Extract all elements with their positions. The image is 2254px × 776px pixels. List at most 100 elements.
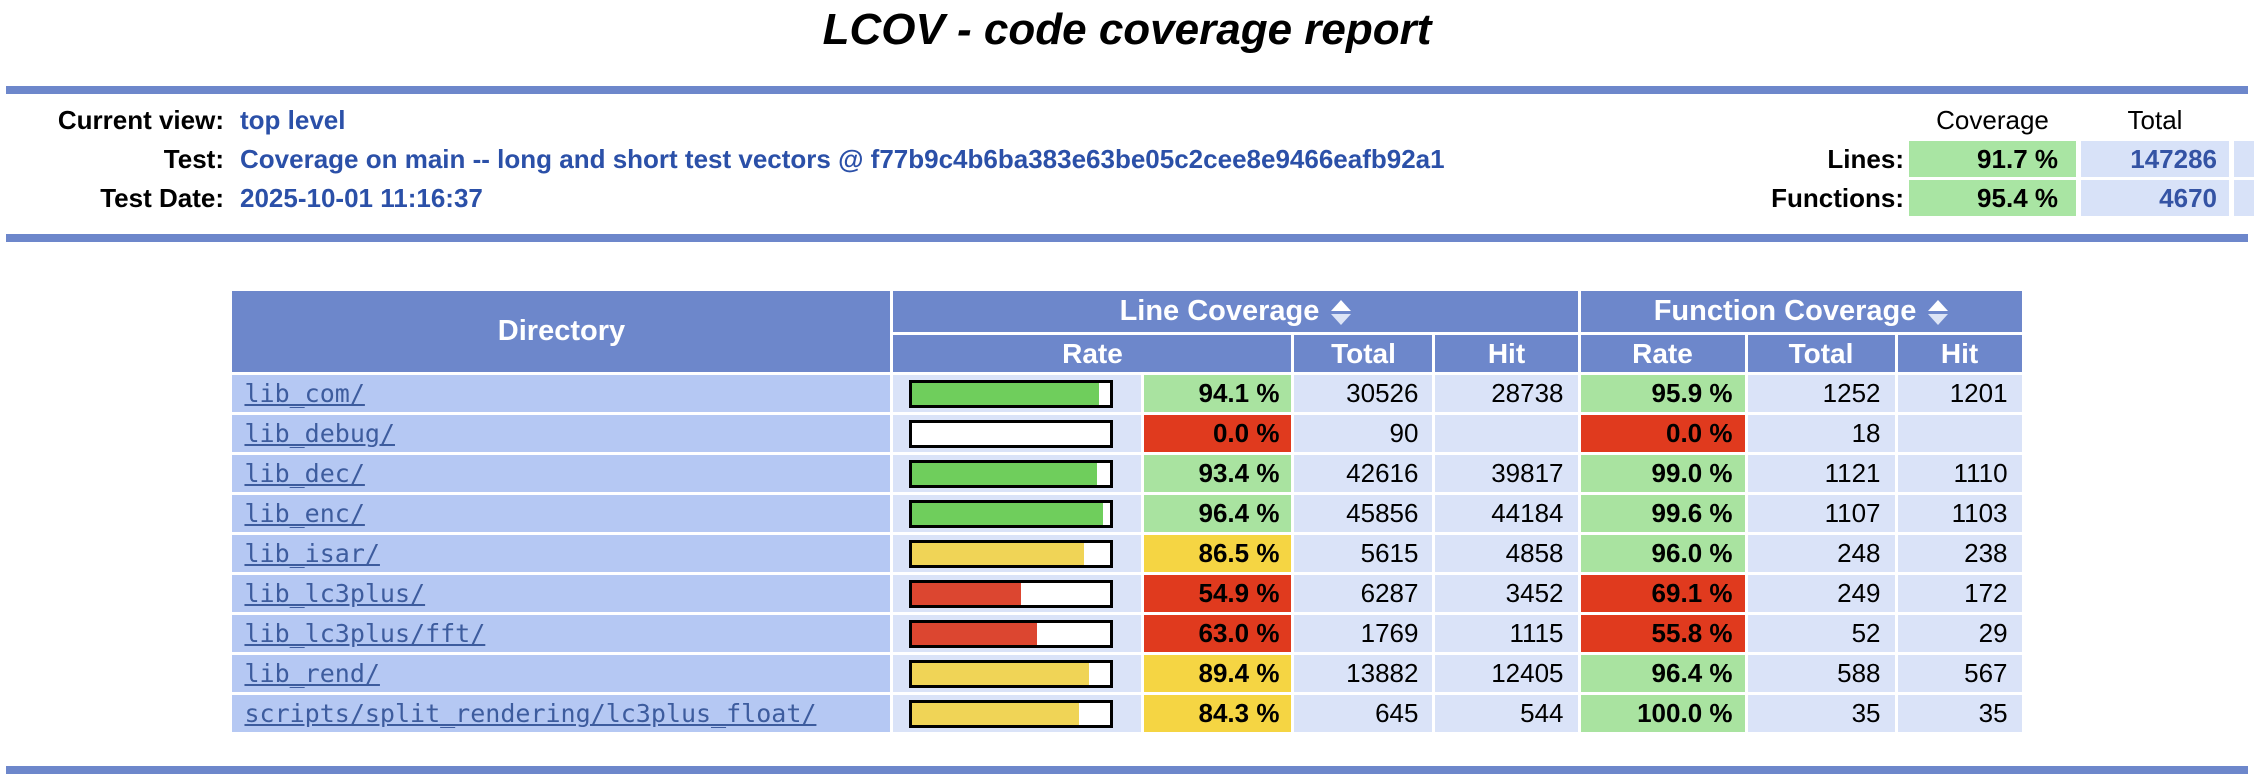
line-coverage-bar-cell — [893, 495, 1142, 532]
coverage-column-header: Coverage — [1936, 104, 2049, 135]
header-fields: Current view: top level Test: Coverage o… — [0, 102, 1445, 216]
directory-cell: lib_lc3plus/ — [232, 575, 891, 612]
function-rate-cell: 99.0 % — [1580, 455, 1745, 492]
coverage-bar-fill — [912, 662, 1090, 685]
coverage-bar-fill — [912, 382, 1099, 405]
coverage-bar — [909, 379, 1114, 408]
lines-hit-cell-cutoff — [2234, 141, 2254, 177]
lines-coverage-value: 91.7 % — [1909, 141, 2076, 177]
functions-hit-cell-cutoff — [2234, 180, 2254, 216]
spacer — [2234, 102, 2254, 138]
function-total-cell: 1107 — [1747, 495, 1895, 532]
directory-link[interactable]: scripts/split_rendering/lc3plus_float/ — [244, 699, 817, 728]
total-column-header: Total — [2127, 104, 2183, 135]
directory-link[interactable]: lib_enc/ — [244, 499, 365, 528]
coverage-bar-fill — [912, 462, 1098, 485]
directory-link[interactable]: lib_isar/ — [244, 539, 380, 568]
function-total-cell: 1252 — [1747, 375, 1895, 412]
line-hit-cell: 3452 — [1435, 575, 1578, 612]
line-coverage-bar-cell — [893, 575, 1142, 612]
directory-link[interactable]: lib_lc3plus/ — [244, 579, 426, 608]
directory-cell: lib_debug/ — [232, 415, 891, 452]
function-hit-cell: 35 — [1897, 695, 2022, 732]
current-view-value: top level — [240, 104, 346, 135]
coverage-bar-fill — [912, 502, 1104, 525]
line-rate-cell: 63.0 % — [1144, 615, 1292, 652]
function-rate-cell: 100.0 % — [1580, 695, 1745, 732]
test-label: Test: — [163, 143, 224, 174]
function-rate-cell: 99.6 % — [1580, 495, 1745, 532]
lines-label: Lines: — [1827, 143, 1904, 174]
header-metrics: Coverage Total Lines: 91.7 % 147286 Func… — [1728, 102, 2254, 216]
function-rate-cell: 96.4 % — [1580, 655, 1745, 692]
lines-total-value: 147286 — [2081, 141, 2229, 177]
line-coverage-bar-cell — [893, 655, 1142, 692]
line-hit-cell: 12405 — [1435, 655, 1578, 692]
function-hit-cell: 1110 — [1897, 455, 2022, 492]
line-total-cell: 30526 — [1294, 375, 1433, 412]
table-row: lib_enc/ 96.4 % 45856 44184 99.6 % 1107 … — [232, 495, 2022, 532]
functions-label: Functions: — [1771, 182, 1904, 213]
function-hit-cell: 172 — [1897, 575, 2022, 612]
directory-link[interactable]: lib_dec/ — [244, 459, 365, 488]
line-rate-cell: 94.1 % — [1144, 375, 1292, 412]
line-coverage-bar-cell — [893, 455, 1142, 492]
function-rate-subheader: Rate — [1580, 335, 1745, 372]
directory-link[interactable]: lib_lc3plus/fft/ — [244, 619, 486, 648]
coverage-bar-fill — [912, 582, 1022, 605]
line-coverage-bar-cell — [893, 695, 1142, 732]
table-row: lib_dec/ 93.4 % 42616 39817 99.0 % 1121 … — [232, 455, 2022, 492]
directory-link[interactable]: lib_debug/ — [244, 419, 395, 448]
directory-link[interactable]: lib_com/ — [244, 379, 365, 408]
coverage-bar — [909, 499, 1114, 528]
sort-up-icon — [1331, 299, 1352, 311]
function-total-cell: 1121 — [1747, 455, 1895, 492]
function-total-cell: 52 — [1747, 615, 1895, 652]
line-hit-cell: 544 — [1435, 695, 1578, 732]
line-rate-subheader: Rate — [893, 335, 1292, 372]
function-rate-cell: 55.8 % — [1580, 615, 1745, 652]
sort-up-icon — [1928, 299, 1949, 311]
line-rate-cell: 86.5 % — [1144, 535, 1292, 572]
function-total-subheader: Total — [1747, 335, 1895, 372]
top-divider — [6, 86, 2248, 94]
line-coverage-bar-cell — [893, 375, 1142, 412]
line-total-cell: 1769 — [1294, 615, 1433, 652]
directory-link[interactable]: lib_rend/ — [244, 659, 380, 688]
function-coverage-header-label: Function Coverage — [1653, 295, 1917, 327]
coverage-bar-fill — [912, 622, 1038, 645]
line-coverage-sort-button[interactable] — [1331, 299, 1352, 325]
coverage-bar-fill — [912, 542, 1084, 565]
function-hit-subheader: Hit — [1897, 335, 2022, 372]
sort-down-icon — [1331, 313, 1352, 325]
table-row: scripts/split_rendering/lc3plus_float/ 8… — [232, 695, 2022, 732]
functions-coverage-value: 95.4 % — [1909, 180, 2076, 216]
table-row: lib_lc3plus/fft/ 63.0 % 1769 1115 55.8 %… — [232, 615, 2022, 652]
directory-cell: lib_com/ — [232, 375, 891, 412]
line-total-cell: 6287 — [1294, 575, 1433, 612]
coverage-bar — [909, 419, 1114, 448]
directory-cell: lib_rend/ — [232, 655, 891, 692]
header-info: Current view: top level Test: Coverage o… — [0, 102, 2254, 218]
spacer — [1728, 102, 1904, 138]
line-coverage-bar-cell — [893, 415, 1142, 452]
line-hit-cell: 4858 — [1435, 535, 1578, 572]
line-rate-cell: 54.9 % — [1144, 575, 1292, 612]
function-total-cell: 35 — [1747, 695, 1895, 732]
function-rate-cell: 0.0 % — [1580, 415, 1745, 452]
header-divider — [6, 234, 2248, 242]
line-total-subheader: Total — [1294, 335, 1433, 372]
bottom-divider — [6, 766, 2248, 774]
function-hit-cell: 1201 — [1897, 375, 2022, 412]
function-total-cell: 249 — [1747, 575, 1895, 612]
test-date-label: Test Date: — [100, 182, 224, 213]
table-row: lib_com/ 94.1 % 30526 28738 95.9 % 1252 … — [232, 375, 2022, 412]
line-coverage-bar-cell — [893, 615, 1142, 652]
table-row: lib_debug/ 0.0 % 90 0.0 % 18 — [232, 415, 2022, 452]
function-coverage-sort-button[interactable] — [1928, 299, 1949, 325]
line-coverage-bar-cell — [893, 535, 1142, 572]
line-rate-cell: 89.4 % — [1144, 655, 1292, 692]
table-row: lib_rend/ 89.4 % 13882 12405 96.4 % 588 … — [232, 655, 2022, 692]
functions-total-value: 4670 — [2081, 180, 2229, 216]
table-row: lib_lc3plus/ 54.9 % 6287 3452 69.1 % 249… — [232, 575, 2022, 612]
